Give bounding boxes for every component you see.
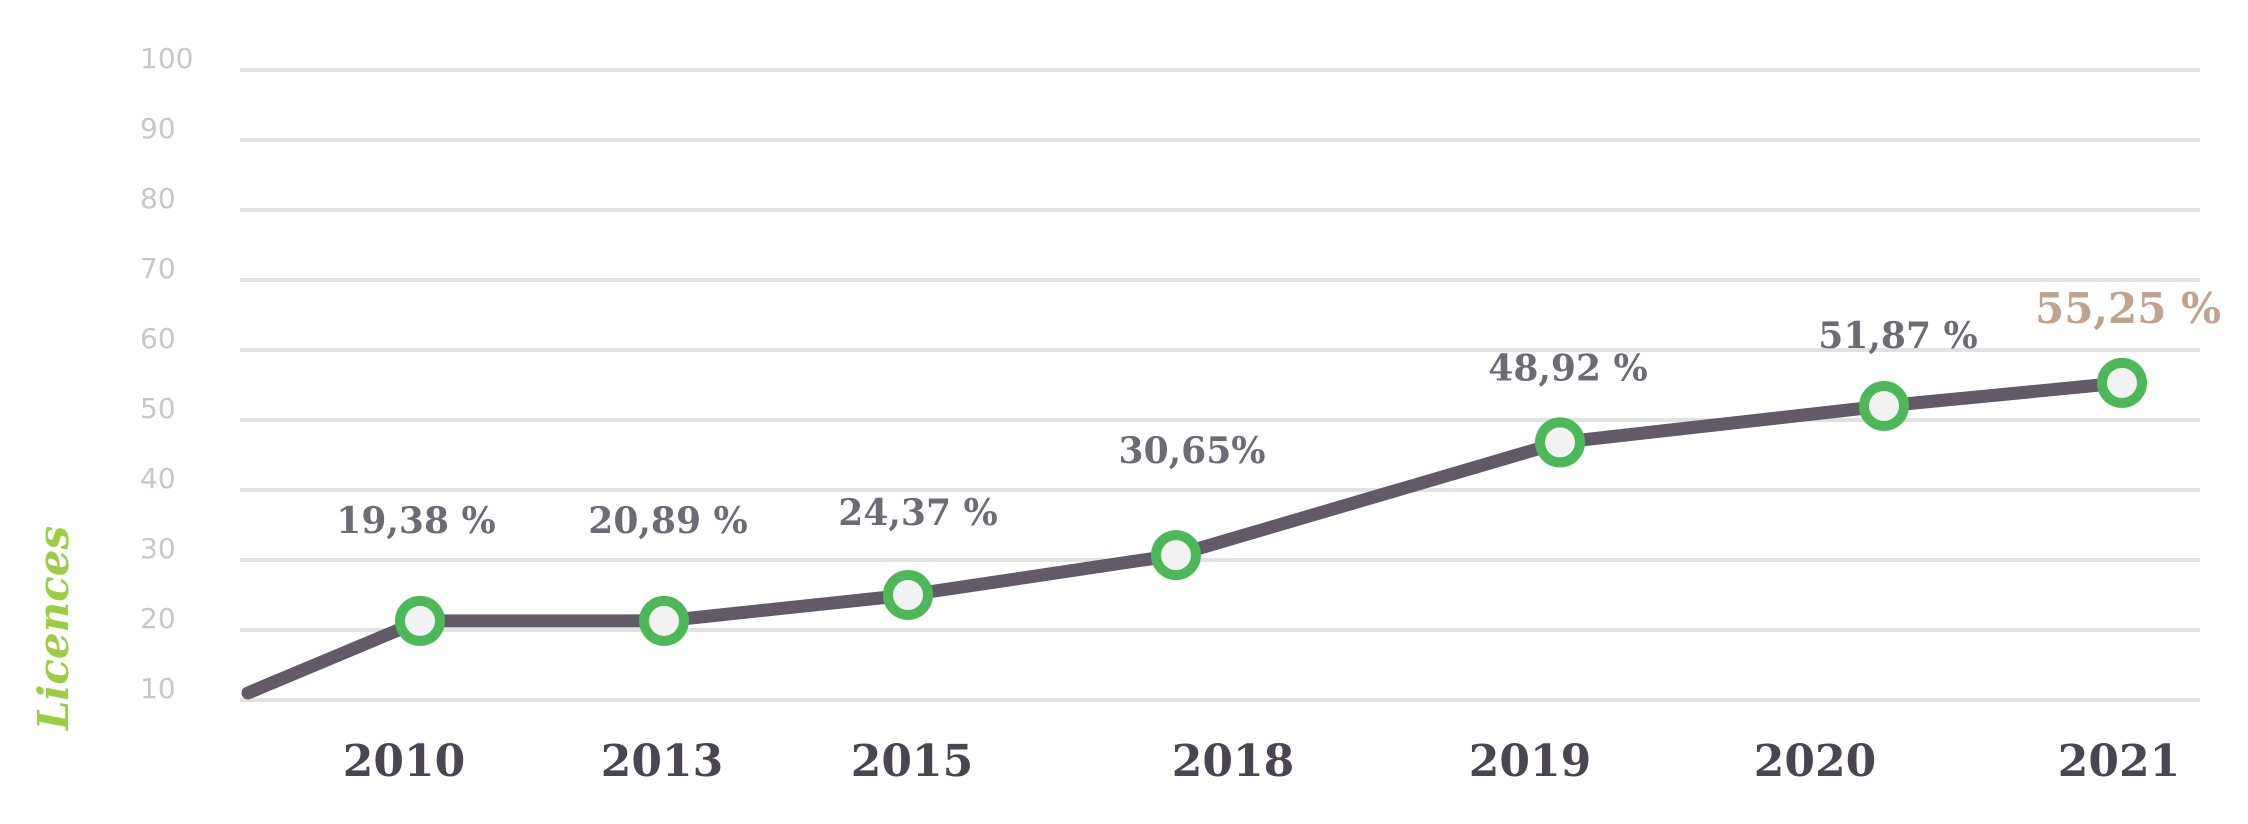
data-label: 19,38 % xyxy=(336,500,495,542)
data-point-marker xyxy=(1535,417,1585,468)
y-tick-label: 90 xyxy=(140,112,176,145)
x-tick-label: 2010 xyxy=(343,736,465,787)
markers xyxy=(395,357,2147,646)
series-line xyxy=(241,376,2129,700)
data-label: 48,92 % xyxy=(1488,347,1647,389)
y-tick-label: 60 xyxy=(140,322,176,355)
data-label: 55,25 % xyxy=(2035,284,2221,333)
data-label: 30,65% xyxy=(1119,430,1266,472)
x-tick-label: 2021 xyxy=(2058,736,2180,787)
data-point-marker xyxy=(1151,530,1201,581)
x-tick-label: 2018 xyxy=(1172,736,1294,787)
data-point-marker xyxy=(2097,357,2147,408)
y-tick-label: 30 xyxy=(140,532,176,565)
y-tick-label: 20 xyxy=(140,602,176,635)
data-point-marker xyxy=(395,595,445,646)
x-axis-ticks: 2010 2013 2015 2018 2019 2020 2021 xyxy=(343,736,2180,787)
y-tick-label: 100 xyxy=(140,42,193,75)
data-point-marker xyxy=(639,595,689,646)
y-tick-label: 70 xyxy=(140,252,176,285)
series-line-group xyxy=(241,376,2129,700)
grid xyxy=(240,68,2200,702)
y-tick-label: 80 xyxy=(140,182,176,215)
y-tick-label: 40 xyxy=(140,462,176,495)
x-tick-label: 2013 xyxy=(601,736,723,787)
data-label: 24,37 % xyxy=(838,492,997,534)
x-tick-label: 2019 xyxy=(1469,736,1591,787)
data-point-marker xyxy=(1859,381,1909,431)
y-tick-label: 10 xyxy=(140,672,176,705)
data-labels: 19,38 % 20,89 % 24,37 % 30,65% 48,92 % 51,87 … xyxy=(336,284,2221,542)
data-label: 51,87 % xyxy=(1818,315,1977,357)
y-tick-label: 50 xyxy=(140,392,176,425)
data-label: 20,89 % xyxy=(588,500,747,542)
y-axis-ticks: 10 20 30 40 50 60 70 80 90 100 xyxy=(140,42,193,705)
y-axis-label: Licences xyxy=(29,526,78,731)
data-point-marker xyxy=(883,570,933,620)
x-tick-label: 2020 xyxy=(1754,736,1876,787)
x-tick-label: 2015 xyxy=(851,736,973,787)
